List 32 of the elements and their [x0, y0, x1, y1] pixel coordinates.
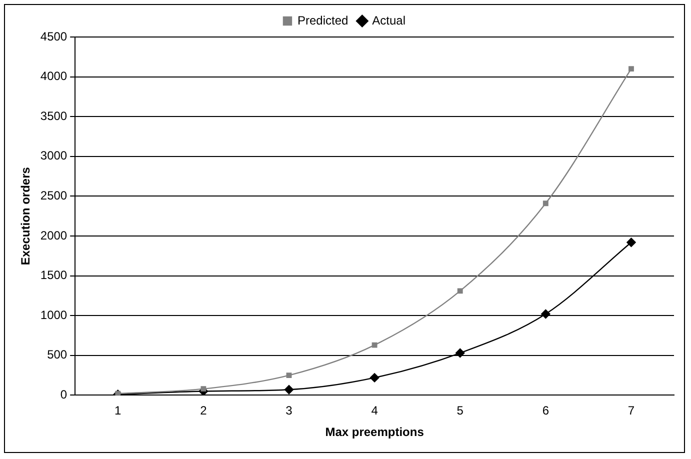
point — [457, 288, 463, 294]
point — [541, 309, 550, 319]
x-tick-label: 7 — [628, 404, 635, 418]
y-tick-label: 4500 — [40, 29, 68, 44]
point — [200, 386, 206, 392]
x-tick-label: 4 — [371, 404, 378, 418]
point — [628, 66, 634, 72]
point — [372, 342, 378, 348]
point — [286, 372, 292, 378]
x-tick-label: 6 — [542, 404, 550, 418]
y-axis-title: Execution orders — [18, 166, 33, 266]
x-axis-title: Max preemptions — [325, 425, 424, 440]
y-tick-label: 3500 — [40, 108, 68, 123]
point — [626, 238, 636, 247]
y-tick-label: 1500 — [40, 268, 68, 282]
y-tick-label: 4000 — [40, 69, 68, 84]
x-tick-label: 3 — [286, 404, 293, 418]
x-tick-label: 1 — [114, 404, 122, 418]
y-tick-label: 2000 — [40, 228, 68, 242]
point — [284, 385, 294, 394]
y-tick-label: 500 — [47, 348, 68, 362]
y-tick-label: 2500 — [40, 188, 68, 203]
x-tick-label: 2 — [200, 404, 208, 418]
y-tick-label: 0 — [60, 388, 68, 402]
y-tick-label: 3000 — [40, 148, 68, 163]
point — [456, 348, 465, 358]
point — [370, 373, 380, 382]
legend-label: Predicted — [297, 13, 348, 28]
x-tick-label: 5 — [456, 404, 464, 418]
legend-label: Actual — [372, 13, 406, 28]
y-tick-label: 1000 — [40, 308, 68, 322]
point — [542, 200, 548, 206]
